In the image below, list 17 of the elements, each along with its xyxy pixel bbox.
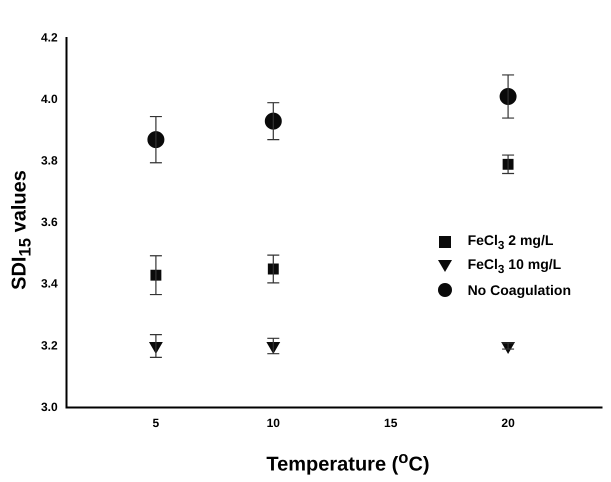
y-tick-label: 3.6 bbox=[40, 215, 58, 230]
y-tick-label: 3.8 bbox=[40, 154, 58, 168]
legend-label: FeCl$_{3}$ 2 mg/L bbox=[468, 232, 554, 252]
x-tick-label: 10 bbox=[266, 416, 280, 430]
x-tick-label: 15 bbox=[384, 416, 398, 430]
point bbox=[500, 88, 517, 106]
y-tick-label: 3.4 bbox=[40, 276, 58, 291]
legend-label: No Coagulation bbox=[468, 282, 571, 298]
y-tick-label: 3.2 bbox=[40, 338, 58, 352]
point bbox=[147, 131, 164, 148]
x-tick-label: 20 bbox=[501, 416, 516, 430]
y-tick-label: 4.0 bbox=[40, 92, 58, 106]
x-tick-label: 5 bbox=[152, 416, 160, 430]
y-tick-label: 3.0 bbox=[40, 400, 58, 414]
legend-label: FeCl$_{3}$ 10 mg/L bbox=[468, 256, 562, 276]
y-tick-label: 4.2 bbox=[40, 30, 58, 44]
x-axis-title: Temperature ($^{o}$C) bbox=[266, 448, 430, 477]
